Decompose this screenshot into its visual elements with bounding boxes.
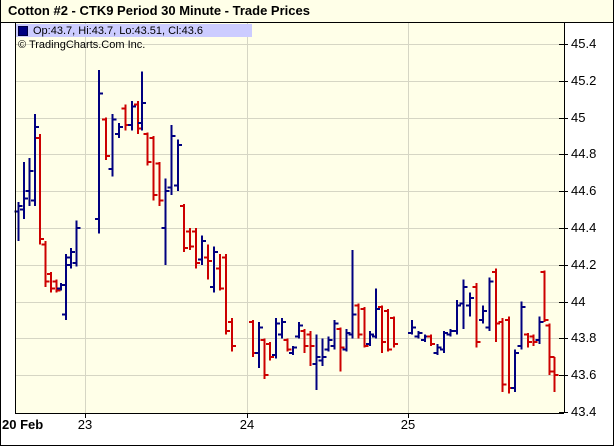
x-axis-label: 23	[77, 417, 93, 432]
y-axis-label: 43.8	[571, 330, 597, 345]
y-axis-label: 44.4	[571, 220, 597, 235]
y-axis-label: 45.2	[571, 73, 597, 88]
y-axis-label: 43.4	[571, 404, 597, 419]
legend-highlight	[16, 24, 252, 37]
series-marker-icon	[18, 26, 28, 36]
y-axis-label: 44.6	[571, 183, 597, 198]
y-axis-label: 45.4	[571, 36, 597, 51]
y-axis-label: 43.6	[571, 367, 597, 382]
y-axis-label: 44.2	[571, 257, 597, 272]
x-axis-label: 25	[400, 417, 416, 432]
legend-ohlc-text: Op:43.7, Hi:43.7, Lo:43.51, Cl:43.6	[33, 25, 204, 37]
x-axis-label: 24	[239, 417, 255, 432]
y-axis-label: 45	[571, 110, 586, 125]
y-axis-label: 44	[571, 294, 586, 309]
copyright-text: © TradingCharts.Com Inc.	[18, 39, 146, 51]
page-title: Cotton #2 - CTK9 Period 30 Minute - Trad…	[0, 0, 614, 22]
y-axis-label: 44.8	[571, 146, 597, 161]
x-axis-label: 20 Feb	[2, 417, 44, 432]
legend-ohlc-row: Op:43.7, Hi:43.7, Lo:43.51, Cl:43.6	[18, 25, 203, 37]
